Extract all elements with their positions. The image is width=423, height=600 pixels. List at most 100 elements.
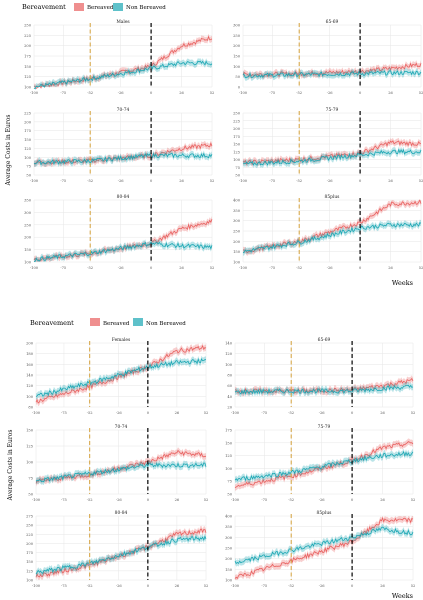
- legend-bottom: Bereavement Bereaved Non Bereaved: [30, 318, 186, 327]
- x-tick-label: -75: [61, 411, 68, 415]
- y-tick-label: 75: [28, 477, 33, 481]
- series-line-bereaved: [35, 449, 207, 484]
- y-tick-label: 150: [26, 429, 34, 433]
- x-tick-label: 26: [380, 584, 385, 588]
- y-tick-label: 100: [24, 86, 32, 90]
- y-tick-label: 200: [24, 236, 32, 240]
- y-tick-label: 80: [28, 406, 33, 410]
- y-tick-label: 400: [233, 199, 241, 203]
- series-line-non-bereaved: [242, 222, 422, 253]
- y-tick-label: 225: [233, 119, 241, 123]
- y-tick-label: 100: [26, 579, 34, 583]
- x-tick-label: -75: [61, 498, 68, 502]
- panel-title: 75-79: [326, 108, 339, 113]
- x-tick-label: 26: [380, 411, 385, 415]
- series-ribbon-bereaved: [36, 525, 206, 580]
- x-tick-label: 0: [351, 411, 354, 415]
- series-line-bereaved: [242, 199, 422, 254]
- x-tick-label: -52: [87, 266, 93, 270]
- x-tick-label: 0: [351, 498, 354, 502]
- y-tick-label: 0: [238, 86, 241, 90]
- y-tick-label: 300: [225, 536, 233, 540]
- y-tick-label: 150: [225, 441, 233, 445]
- series-ribbon-non-bereaved: [235, 448, 413, 484]
- y-tick-label: 175: [24, 55, 32, 59]
- panel-title: 80-84: [115, 511, 128, 516]
- y-tick-label: 100: [26, 395, 34, 399]
- x-tick-label: -52: [288, 584, 294, 588]
- x-tick-label: -100: [32, 584, 41, 588]
- y-tick-label: 100: [233, 158, 241, 162]
- series-line-non-bereaved: [234, 450, 414, 482]
- y-tick-label: 300: [233, 24, 241, 28]
- x-tick-label: -26: [327, 179, 334, 183]
- x-tick-label: -26: [319, 584, 326, 588]
- series-ribbon-bereaved: [36, 447, 206, 487]
- x-tick-label: 52: [210, 91, 215, 95]
- y-axis-label-top: Average Costs in Euros: [5, 115, 12, 187]
- x-tick-label: 52: [210, 179, 215, 183]
- x-tick-label: -75: [261, 411, 268, 415]
- y-tick-label: 200: [26, 342, 34, 346]
- x-tick-label: -26: [116, 584, 123, 588]
- legend-label-non-bereaved: Non Bereaved: [126, 5, 166, 11]
- legend-label-bereaved-2: Bereaved: [103, 321, 130, 327]
- x-tick-label: 0: [150, 179, 153, 183]
- x-tick-label: -26: [327, 266, 334, 270]
- series-ribbon-bereaved: [34, 33, 212, 87]
- panel-title: 70-74: [115, 425, 128, 430]
- y-tick-label: 50: [26, 174, 31, 178]
- y-tick-label: 125: [225, 454, 233, 458]
- legend-label-non-bereaved-2: Non Bereaved: [146, 321, 186, 327]
- series-ribbon-non-bereaved: [36, 459, 206, 486]
- y-tick-label: 250: [233, 34, 241, 38]
- series-line-non-bereaved: [35, 357, 207, 397]
- panel: 0 50 100 150 200 250 300 -100 -75 -52 -26 0 26 52 65-6…: [233, 20, 423, 95]
- x-tick-label: -26: [116, 411, 123, 415]
- y-tick-label: 350: [225, 525, 233, 529]
- x-tick-label: -75: [269, 266, 276, 270]
- legend-swatch-non-bereaved-2: [133, 318, 143, 326]
- panel-title: 65-69: [318, 338, 331, 343]
- series-ribbon-non-bereaved: [243, 146, 421, 169]
- y-tick-label: 150: [225, 568, 233, 572]
- x-tick-label: 0: [351, 584, 354, 588]
- x-tick-label: -52: [296, 91, 302, 95]
- series-line-bereaved: [242, 140, 422, 166]
- y-tick-label: 250: [24, 223, 32, 227]
- y-tick-label: 250: [233, 112, 241, 116]
- x-tick-label: 26: [175, 498, 180, 502]
- series-line-bereaved: [35, 528, 207, 578]
- x-tick-label: 0: [359, 91, 362, 95]
- x-tick-label: -100: [30, 91, 39, 95]
- y-tick-label: 100: [233, 65, 241, 69]
- legend-swatch-non-bereaved: [113, 3, 123, 11]
- y-tick-label: 200: [233, 44, 241, 48]
- y-tick-label: 100: [233, 261, 241, 265]
- x-tick-label: -100: [231, 498, 240, 502]
- x-tick-label: -26: [116, 498, 123, 502]
- y-tick-label: 175: [225, 429, 233, 433]
- y-tick-label: 120: [26, 384, 34, 388]
- panel: 20 40 60 80 100 120 140 -100 -75 -52 -26 0 26 52 65-69: [225, 338, 415, 415]
- x-tick-label: 0: [150, 91, 153, 95]
- y-tick-label: 180: [26, 352, 34, 356]
- y-tick-label: 150: [233, 250, 241, 254]
- x-tick-label: 26: [388, 179, 393, 183]
- series-line-bereaved: [234, 516, 414, 580]
- x-tick-label: -100: [32, 498, 41, 502]
- y-tick-label: 150: [233, 55, 241, 59]
- panel-title: Females: [112, 338, 131, 343]
- y-tick-label: 300: [233, 219, 241, 223]
- panel: 100 125 150 175 200 225 250 -100 -75 -52 -26 0 26 52 M…: [24, 20, 214, 95]
- y-tick-label: 225: [24, 112, 32, 116]
- legend-top: Bereavement Bereaved Non Bereaved: [22, 3, 166, 11]
- y-tick-label: 100: [24, 261, 32, 265]
- panel: 50 75 100 125 150 175 -100 -75 -52 -26 0 26 52 75-79: [225, 425, 415, 502]
- x-tick-label: -52: [87, 91, 93, 95]
- x-tick-label: -75: [269, 179, 276, 183]
- y-tick-label: 75: [227, 480, 232, 484]
- x-tick-label: -52: [296, 179, 302, 183]
